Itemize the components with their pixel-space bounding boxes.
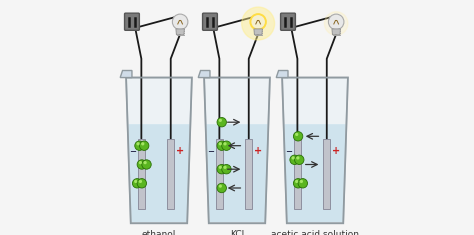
Text: −: − <box>285 147 292 156</box>
Circle shape <box>137 179 146 188</box>
Polygon shape <box>254 29 263 35</box>
Circle shape <box>217 118 227 127</box>
Text: +: + <box>176 146 184 156</box>
Polygon shape <box>138 139 145 209</box>
Text: +: + <box>332 146 340 156</box>
Text: −: − <box>207 147 214 156</box>
Circle shape <box>222 141 231 150</box>
Polygon shape <box>276 70 288 78</box>
Polygon shape <box>128 124 190 222</box>
FancyBboxPatch shape <box>202 13 218 30</box>
Circle shape <box>139 180 142 183</box>
Polygon shape <box>204 78 270 223</box>
Polygon shape <box>126 78 192 223</box>
Circle shape <box>137 142 140 145</box>
Circle shape <box>296 156 300 160</box>
Circle shape <box>217 183 227 193</box>
Text: ethanol: ethanol <box>142 230 176 235</box>
Polygon shape <box>216 139 223 209</box>
Polygon shape <box>120 70 132 78</box>
Circle shape <box>222 164 231 174</box>
Text: KCl: KCl <box>230 230 244 235</box>
Polygon shape <box>206 124 268 222</box>
Circle shape <box>293 132 303 141</box>
Circle shape <box>135 141 144 150</box>
FancyBboxPatch shape <box>125 13 139 30</box>
Circle shape <box>219 119 222 122</box>
Circle shape <box>217 141 227 150</box>
Polygon shape <box>167 139 174 209</box>
Circle shape <box>328 14 344 30</box>
Circle shape <box>250 14 266 30</box>
Circle shape <box>132 179 142 188</box>
Circle shape <box>298 179 308 188</box>
Polygon shape <box>176 29 184 35</box>
Circle shape <box>173 14 188 30</box>
Circle shape <box>137 160 146 169</box>
Text: acetic acid solution: acetic acid solution <box>271 230 359 235</box>
FancyBboxPatch shape <box>281 13 295 30</box>
Circle shape <box>139 161 142 164</box>
Circle shape <box>293 179 303 188</box>
Circle shape <box>141 142 145 145</box>
Circle shape <box>142 160 151 169</box>
Circle shape <box>223 142 227 145</box>
Polygon shape <box>245 139 252 209</box>
Text: +: + <box>254 146 262 156</box>
Polygon shape <box>282 78 348 223</box>
Circle shape <box>300 180 303 183</box>
Circle shape <box>134 180 137 183</box>
Polygon shape <box>198 70 210 78</box>
Polygon shape <box>284 124 346 222</box>
Polygon shape <box>294 139 301 209</box>
Text: −: − <box>129 147 136 156</box>
Circle shape <box>223 166 227 169</box>
Circle shape <box>139 141 149 150</box>
Circle shape <box>219 184 222 188</box>
Circle shape <box>217 164 227 174</box>
Circle shape <box>292 156 295 160</box>
Circle shape <box>290 155 299 164</box>
Circle shape <box>324 12 348 35</box>
Circle shape <box>294 155 304 164</box>
Circle shape <box>144 161 147 164</box>
Polygon shape <box>323 139 330 209</box>
Circle shape <box>295 180 298 183</box>
Circle shape <box>219 166 222 169</box>
Circle shape <box>295 133 298 136</box>
Circle shape <box>219 142 222 145</box>
Polygon shape <box>332 29 340 35</box>
Circle shape <box>242 7 274 40</box>
